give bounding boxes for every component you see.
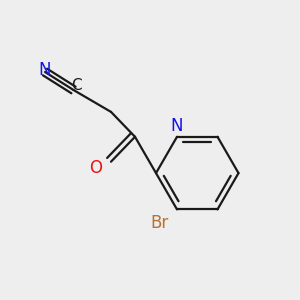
Text: O: O <box>89 159 103 177</box>
Text: Br: Br <box>150 214 168 232</box>
Text: C: C <box>71 78 82 93</box>
Text: N: N <box>171 117 183 135</box>
Text: N: N <box>39 61 51 79</box>
